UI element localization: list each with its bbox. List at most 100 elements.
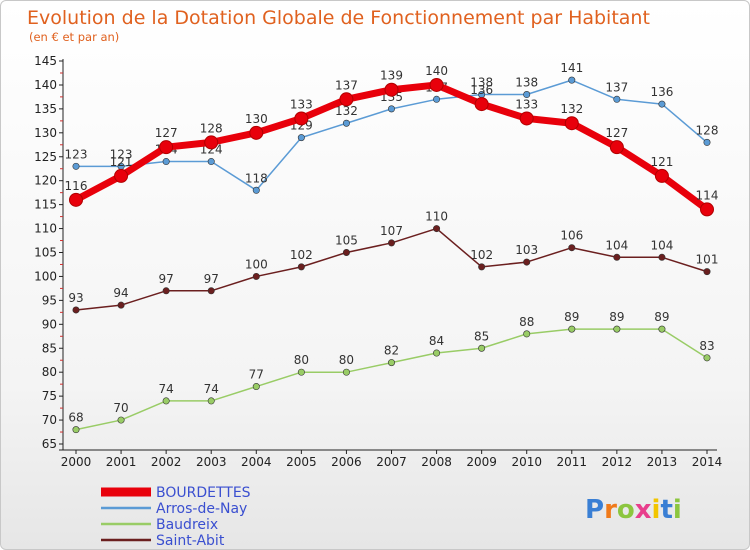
data-point [703, 354, 711, 362]
data-label: 141 [560, 61, 583, 75]
logo-text: Proxiti [585, 495, 682, 525]
data-label: 107 [380, 224, 403, 238]
x-tick-label: 2005 [286, 455, 317, 469]
data-label: 127 [605, 126, 628, 140]
logo-letter: o [617, 495, 635, 525]
logo-letter: r [604, 495, 617, 525]
data-label: 74 [204, 382, 219, 396]
data-label: 85 [474, 329, 489, 343]
y-tick-label: 75 [42, 389, 57, 403]
data-point [297, 263, 305, 271]
data-point [384, 82, 399, 97]
data-label: 93 [68, 291, 83, 305]
data-point [613, 325, 621, 333]
data-label: 133 [290, 97, 313, 111]
data-point [387, 105, 395, 113]
legend-label: Baudreix [156, 517, 218, 533]
data-point [609, 140, 624, 155]
logo-letter: P [585, 495, 604, 525]
y-tick-label: 140 [34, 78, 57, 92]
data-label: 77 [249, 368, 264, 382]
y-tick-label: 65 [42, 437, 57, 451]
y-tick-label: 90 [42, 317, 57, 331]
data-label: 121 [650, 155, 673, 169]
y-tick-label: 110 [34, 222, 57, 236]
data-point [159, 140, 174, 155]
x-tick-label: 2010 [511, 455, 542, 469]
data-point [252, 186, 260, 194]
data-point [72, 306, 80, 314]
y-tick-label: 125 [34, 150, 57, 164]
y-tick-label: 95 [42, 293, 57, 307]
data-label: 68 [68, 411, 83, 425]
x-tick-label: 2012 [602, 455, 633, 469]
data-point [613, 95, 621, 103]
data-label: 89 [654, 310, 669, 324]
data-point [429, 77, 444, 92]
data-point [252, 272, 260, 280]
data-point [162, 287, 170, 295]
data-label: 116 [65, 179, 88, 193]
data-point [387, 239, 395, 247]
data-point [162, 397, 170, 405]
data-point [700, 202, 714, 217]
logo-letter: i [652, 495, 661, 525]
data-point [114, 168, 129, 183]
data-point [387, 359, 395, 367]
data-point [658, 325, 666, 333]
data-label: 128 [200, 121, 223, 135]
data-point [72, 426, 80, 434]
data-point [294, 111, 309, 126]
data-label: 105 [335, 234, 358, 248]
data-label: 136 [470, 83, 493, 97]
data-point [207, 397, 215, 405]
data-point [342, 368, 350, 376]
y-tick-label: 85 [42, 341, 57, 355]
series-layer: 1231231241241181291321351371381381411371… [65, 61, 719, 434]
data-point [162, 158, 170, 166]
legend-label: Arros-de-Nay [156, 501, 247, 517]
data-label: 82 [384, 344, 399, 358]
data-label: 130 [245, 112, 268, 126]
data-label: 89 [564, 310, 579, 324]
data-label: 123 [65, 147, 88, 161]
data-label: 110 [425, 210, 448, 224]
data-label: 127 [155, 126, 178, 140]
data-point [252, 383, 260, 391]
data-label: 70 [113, 401, 128, 415]
data-point [478, 344, 486, 352]
data-label: 128 [696, 123, 719, 137]
y-tick-label: 115 [34, 198, 57, 212]
data-point [433, 95, 441, 103]
data-label: 102 [470, 248, 493, 262]
data-label: 89 [609, 310, 624, 324]
data-label: 102 [290, 248, 313, 262]
data-point [613, 253, 621, 261]
data-point [117, 416, 125, 424]
data-label: 133 [515, 97, 538, 111]
y-tick-label: 135 [34, 102, 57, 116]
data-point [69, 192, 83, 207]
data-label: 137 [335, 78, 358, 92]
data-point [703, 268, 711, 276]
data-label: 97 [159, 272, 174, 286]
data-point [474, 97, 489, 112]
data-point [568, 76, 576, 84]
y-tick-label: 130 [34, 126, 57, 140]
data-point [519, 111, 534, 126]
data-label: 104 [650, 238, 673, 252]
data-label: 94 [113, 286, 128, 300]
series-bourdettes: 116 121 127 128 130 133 137 139 140 136 133 132 127 1… [65, 64, 718, 217]
y-tick-label: 70 [42, 413, 57, 427]
x-tick-label: 2000 [61, 455, 92, 469]
data-label: 136 [650, 85, 673, 99]
y-tick-label: 120 [34, 174, 57, 188]
x-tick-label: 2006 [331, 455, 362, 469]
data-point [339, 92, 354, 107]
logo-letter: t [660, 495, 672, 525]
data-label: 83 [699, 339, 714, 353]
data-label: 88 [519, 315, 534, 329]
legend-label: Saint-Abit [156, 533, 225, 549]
data-point [658, 100, 666, 108]
